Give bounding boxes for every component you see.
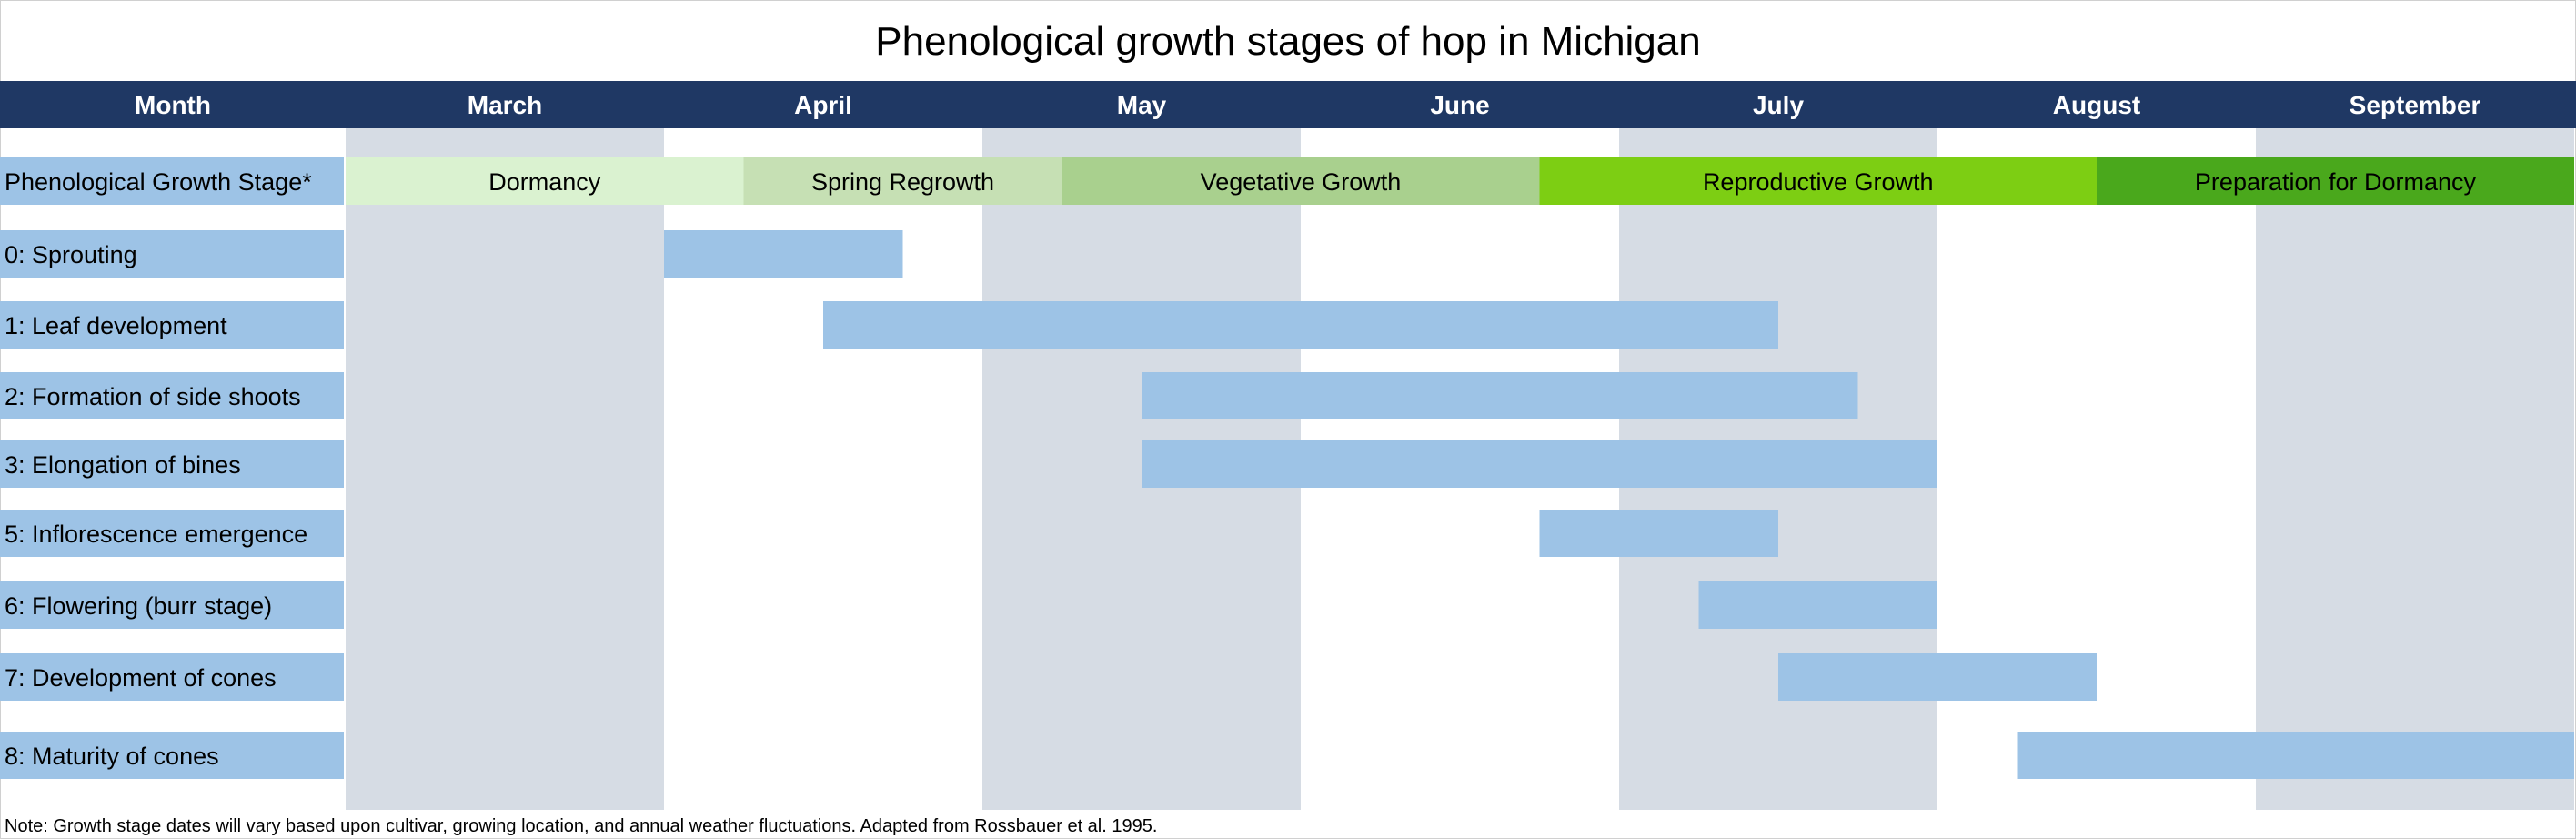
band-dormancy — [346, 157, 744, 205]
stage-row-label: Phenological Growth Stage* — [5, 168, 312, 196]
row-label-2-formation-of-side-shoots: 2: Formation of side shoots — [5, 383, 301, 410]
row-label-cell-6-flowering-burr-stage — [0, 581, 344, 629]
bar-7-development-of-cones — [1778, 653, 2097, 701]
month-headers: March April May June July August September — [468, 91, 2481, 119]
band-spring-regrowth — [743, 157, 1062, 205]
row-label-7-development-of-cones: 7: Development of cones — [5, 664, 277, 692]
row-label-cell-3-elongation-of-bines — [0, 440, 344, 488]
month-shading — [346, 128, 2574, 810]
bar-5-inflorescence-emergence — [1539, 510, 1778, 557]
bar-1-leaf-development — [823, 301, 1778, 349]
stage-rows: 0: Sprouting 1: Leaf development 2: Format… — [0, 230, 2574, 779]
row-label-1-leaf-development: 1: Leaf development — [5, 312, 227, 339]
row-label-6-flowering-burr-stage: 6: Flowering (burr stage) — [5, 592, 272, 620]
row-label-cell-0-sprouting — [0, 230, 344, 278]
band-label-dormancy: Dormancy — [488, 168, 601, 196]
row-label-5-inflorescence-emergence: 5: Inflorescence emergence — [5, 521, 307, 548]
month-column-header: Month — [135, 91, 211, 119]
bar-6-flowering-burr-stage — [1698, 581, 1937, 629]
month-header-bar — [0, 81, 2576, 128]
bar-2-formation-of-side-shoots — [1142, 372, 1858, 420]
row-label-cell-8-maturity-of-cones — [0, 732, 344, 779]
month-august: August — [2053, 91, 2140, 119]
band-label-vegetative-growth: Vegetative Growth — [1201, 168, 1402, 196]
row-label-0-sprouting: 0: Sprouting — [5, 241, 137, 268]
row-label-cell-1-leaf-development — [0, 301, 344, 349]
stage-row-label-cell — [0, 157, 344, 205]
month-may: May — [1117, 91, 1167, 119]
bar-3-elongation-of-bines — [1142, 440, 1937, 488]
month-july: July — [1753, 91, 1804, 119]
bar-8-maturity-of-cones — [2017, 732, 2574, 779]
row-label-cell-7-development-of-cones — [0, 653, 344, 701]
row-label-3-elongation-of-bines: 3: Elongation of bines — [5, 451, 241, 479]
band-reproductive-growth — [1539, 157, 2097, 205]
bar-0-sprouting — [664, 230, 903, 278]
band-preparation-for-dormancy — [2097, 157, 2574, 205]
growth-period-bands: Phenological Growth Stage* Dormancy Spring… — [0, 157, 2574, 205]
month-september: September — [2350, 91, 2481, 119]
shade-september — [2256, 128, 2574, 810]
chart-title: Phenological growth stages of hop in Mic… — [875, 19, 1700, 64]
row-label-8-maturity-of-cones: 8: Maturity of cones — [5, 743, 219, 770]
row-label-cell-5-inflorescence-emergence — [0, 510, 344, 557]
band-label-preparation-for-dormancy: Preparation for Dormancy — [2195, 168, 2477, 196]
month-march: March — [468, 91, 542, 119]
band-label-spring-regrowth: Spring Regrowth — [811, 168, 994, 196]
footnote: Note: Growth stage dates will vary based… — [5, 816, 1157, 836]
row-label-cell-2-formation-of-side-shoots — [0, 372, 344, 420]
band-vegetative-growth — [1062, 157, 1540, 205]
month-june: June — [1430, 91, 1489, 119]
shade-march — [346, 128, 664, 810]
month-april: April — [794, 91, 852, 119]
band-label-reproductive-growth: Reproductive Growth — [1703, 168, 1934, 196]
